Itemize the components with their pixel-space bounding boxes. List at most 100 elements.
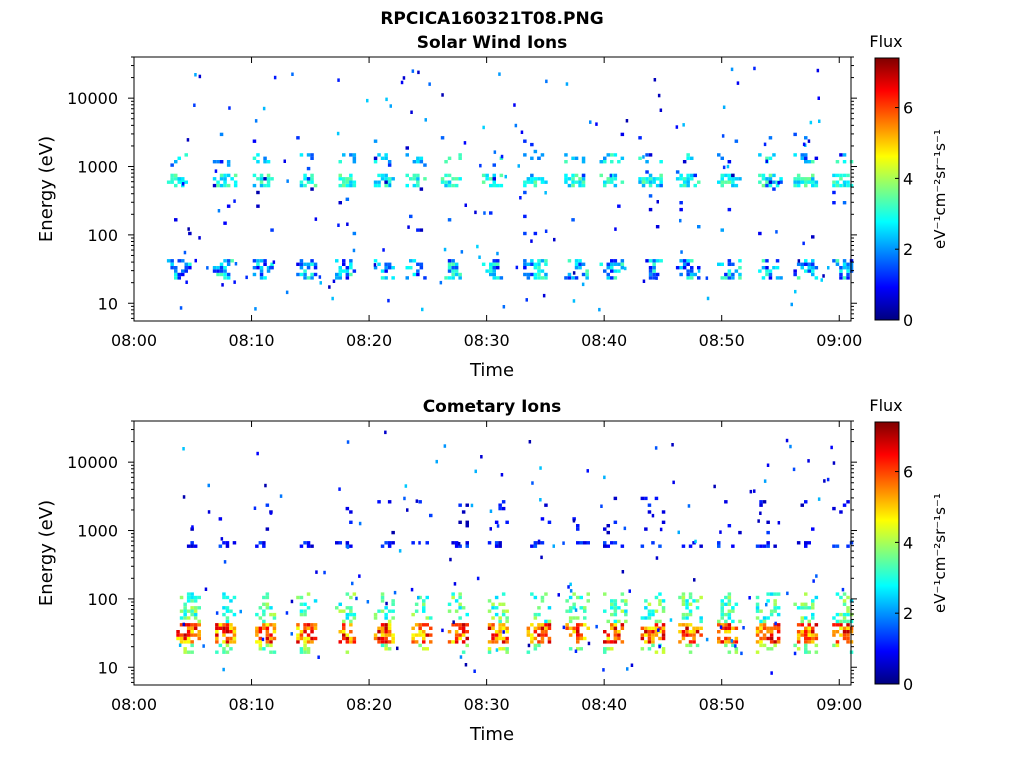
heatmap-cell [345, 272, 350, 277]
heatmap-cell [640, 544, 645, 548]
heatmap-cell [772, 173, 776, 178]
heatmap-cell [212, 160, 217, 164]
heatmap-cell [589, 120, 592, 124]
heatmap-cell [762, 643, 767, 648]
heatmap-cell [352, 160, 357, 164]
heatmap-cell [225, 619, 230, 624]
heatmap-cell [773, 544, 777, 548]
heatmap-cell [835, 630, 840, 634]
heatmap-cell [564, 276, 568, 280]
heatmap-cell [265, 503, 270, 507]
heatmap-cell [449, 557, 452, 562]
heatmap-cell [489, 269, 493, 273]
heatmap-cell [720, 612, 724, 617]
heatmap-cell [734, 636, 739, 641]
heatmap-cell [465, 503, 469, 507]
x-tick-label: 09:00 [816, 695, 862, 714]
heatmap-cell [313, 272, 318, 277]
heatmap-cell [720, 602, 724, 606]
heatmap-cell [832, 173, 836, 178]
heatmap-cell [258, 616, 263, 620]
y-tick-label: 10 [98, 294, 118, 313]
heatmap-cell [734, 626, 739, 630]
heatmap-cell [459, 655, 463, 659]
heatmap-cell [697, 269, 701, 273]
heatmap-cell [303, 272, 307, 277]
colorbar [874, 57, 900, 321]
heatmap-cell [758, 153, 762, 157]
heatmap-cell [419, 266, 424, 270]
heatmap-cell [658, 602, 662, 606]
heatmap-cell [176, 630, 180, 634]
heatmap-cell [523, 180, 527, 184]
heatmap-cell [418, 541, 421, 545]
heatmap-cell [537, 266, 541, 270]
heatmap-cell [645, 180, 649, 184]
heatmap-cell [832, 506, 836, 511]
heatmap-cell [699, 626, 703, 630]
heatmap-cell [373, 266, 378, 270]
heatmap-cell [776, 626, 781, 630]
heatmap-cell [349, 180, 353, 184]
heatmap-cell [678, 595, 682, 600]
heatmap-cell [846, 619, 850, 624]
heatmap-cell [454, 609, 459, 613]
heatmap-cell [174, 218, 178, 222]
heatmap-cell [769, 612, 774, 617]
heatmap-cell [345, 183, 350, 188]
heatmap-cell [190, 640, 194, 644]
heatmap-cell [215, 630, 219, 634]
heatmap-cell [688, 609, 693, 613]
heatmap-cell [190, 599, 194, 603]
heatmap-cell [688, 602, 693, 606]
heatmap-cell [807, 606, 811, 610]
heatmap-cell [174, 160, 178, 164]
heatmap-cell [387, 640, 392, 644]
heatmap-cell [184, 153, 188, 157]
heatmap-cell [657, 93, 661, 98]
heatmap-cell [839, 177, 843, 181]
heatmap-cell [279, 494, 283, 498]
heatmap-cell [352, 636, 357, 641]
heatmap-cell [338, 609, 342, 613]
heatmap-cell [613, 619, 618, 624]
heatmap-cell [533, 149, 538, 154]
heatmap-cell [384, 612, 388, 617]
heatmap-cell [776, 640, 781, 644]
heatmap-cell [849, 630, 854, 634]
plot-frame [133, 420, 852, 686]
heatmap-cell [540, 269, 545, 273]
heatmap-cell [610, 177, 614, 181]
heatmap-cell [255, 640, 259, 644]
heatmap-cell [377, 180, 381, 184]
heatmap-cell [773, 643, 777, 648]
heatmap-cell [310, 630, 314, 634]
heatmap-cell [451, 640, 455, 644]
heatmap-cell [262, 595, 266, 600]
heatmap-cell [762, 623, 767, 627]
heatmap-cell [842, 262, 847, 266]
heatmap-cell [814, 156, 819, 160]
heatmap-cell [414, 602, 419, 606]
heatmap-cell [727, 177, 732, 181]
heatmap-cell [759, 626, 763, 630]
heatmap-cell [659, 173, 663, 178]
heatmap-cell [846, 266, 850, 270]
heatmap-cell [800, 503, 804, 507]
heatmap-cell [447, 262, 452, 266]
heatmap-cell [738, 272, 742, 277]
heatmap-cell [606, 636, 610, 641]
heatmap-cell [384, 616, 388, 620]
heatmap-cell [727, 630, 732, 634]
heatmap-cell [547, 619, 552, 624]
heatmap-cell [802, 142, 806, 147]
heatmap-cell [266, 180, 271, 184]
heatmap-cell [492, 272, 496, 277]
heatmap-cell [835, 180, 840, 184]
heatmap-cell [306, 166, 311, 171]
heatmap-cell [654, 630, 659, 634]
heatmap-cell [568, 633, 573, 637]
heatmap-cell [174, 272, 178, 277]
heatmap-cell [565, 82, 569, 86]
